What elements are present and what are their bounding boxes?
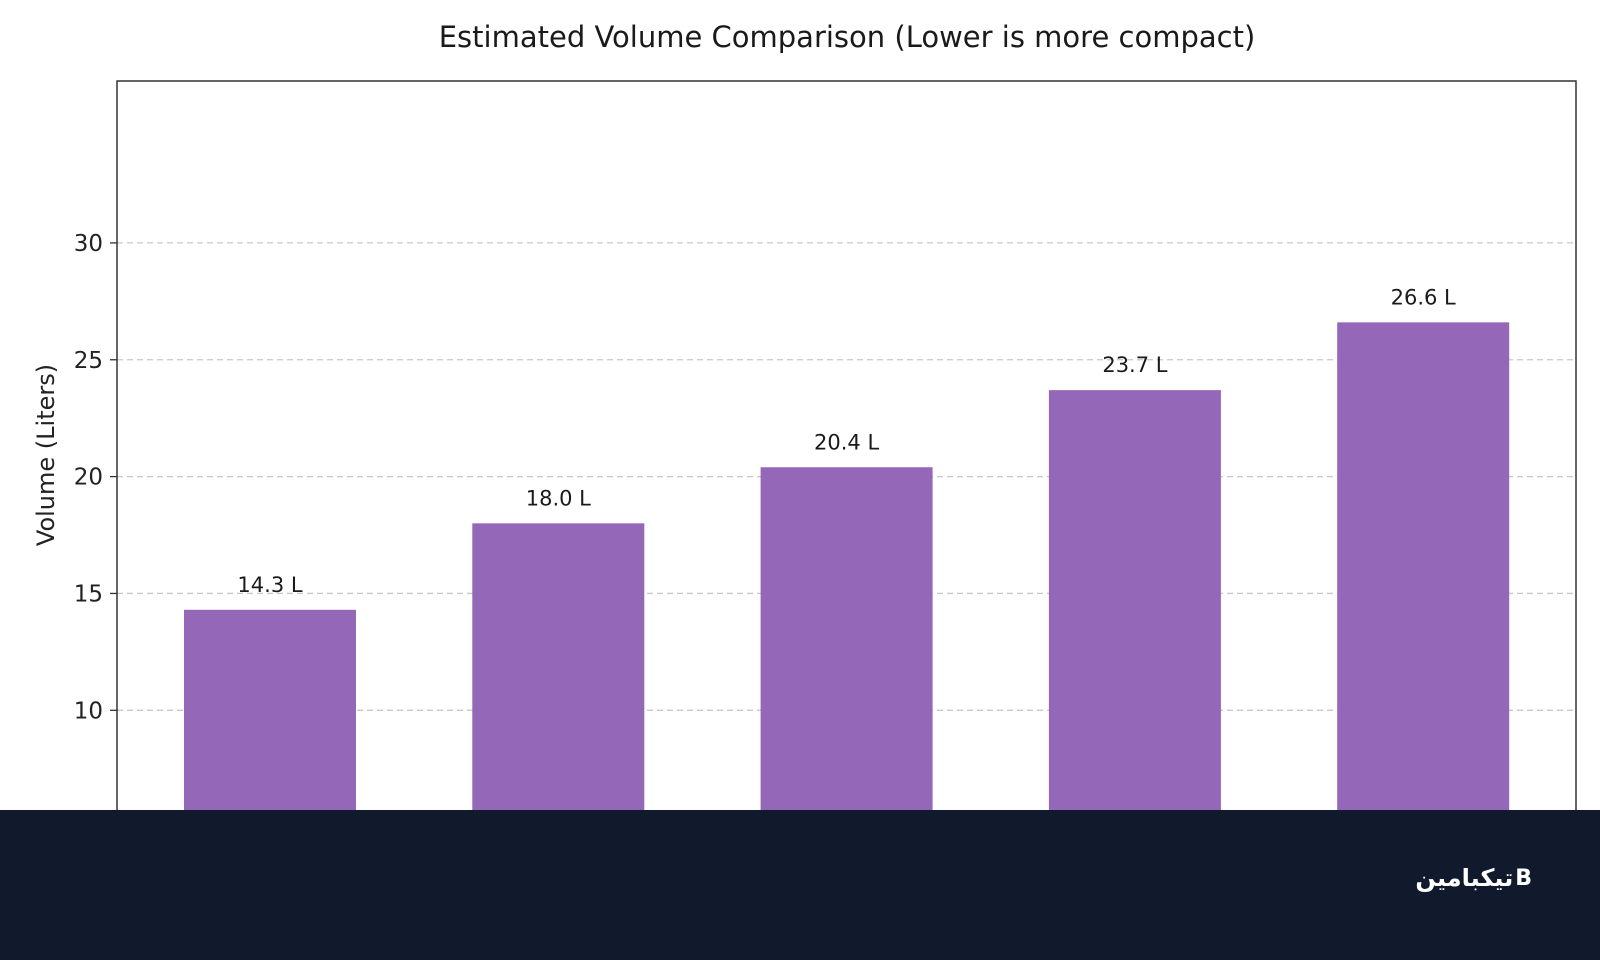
- bar-5: [1337, 322, 1510, 841]
- y-axis-ticks: 51015202530: [74, 231, 117, 841]
- y-axis-label: Volume (Liters): [32, 364, 60, 546]
- bar-value-label-1: 14.3 L: [237, 573, 302, 597]
- bar-value-label-3: 20.4 L: [814, 430, 879, 454]
- bar-value-label-2: 18.0 L: [526, 486, 591, 510]
- bar-3: [760, 467, 933, 841]
- y-tick-label-25: 25: [74, 348, 103, 374]
- y-tick-label-15: 15: [74, 581, 103, 607]
- brand-name: تیکبامین: [1415, 864, 1514, 892]
- bar-4: [1048, 390, 1221, 841]
- footer-bar: تیکبامین B: [0, 810, 1600, 960]
- data-labels: 14.3 L 18.0 L 20.4 L 23.7 L 26.6 L: [237, 285, 1456, 596]
- bar-2: [472, 523, 645, 841]
- chart-title: Estimated Volume Comparison (Lower is mo…: [439, 20, 1256, 54]
- bar-1: [184, 609, 356, 841]
- y-tick-label-30: 30: [74, 231, 103, 257]
- bars: [184, 322, 1510, 841]
- brand-mark-icon: B: [1515, 865, 1532, 891]
- y-tick-label-10: 10: [74, 698, 103, 724]
- brand-logo[interactable]: تیکبامین B: [1415, 864, 1532, 892]
- bar-value-label-5: 26.6 L: [1391, 285, 1456, 309]
- bar-value-label-4: 23.7 L: [1102, 353, 1167, 377]
- y-tick-label-20: 20: [74, 465, 103, 491]
